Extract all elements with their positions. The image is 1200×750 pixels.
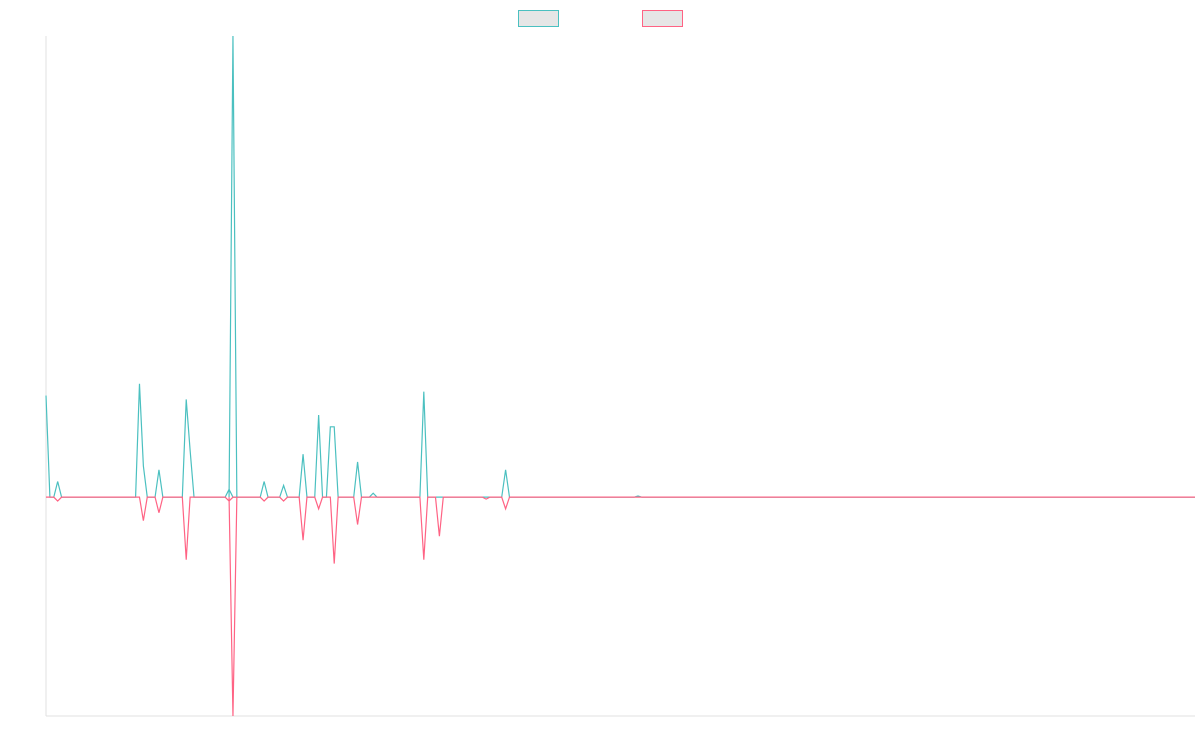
peak-spike-series-1	[228, 35, 238, 498]
legend-swatch-series-2[interactable]	[642, 10, 683, 27]
series-line-1	[45, 383, 1195, 498]
legend[interactable]	[518, 10, 683, 27]
axes	[45, 36, 1195, 717]
legend-swatch-series-1[interactable]	[518, 10, 559, 27]
series-line-2	[46, 496, 1195, 564]
peak-spike-series-2	[228, 497, 238, 717]
series-group	[45, 35, 1195, 717]
